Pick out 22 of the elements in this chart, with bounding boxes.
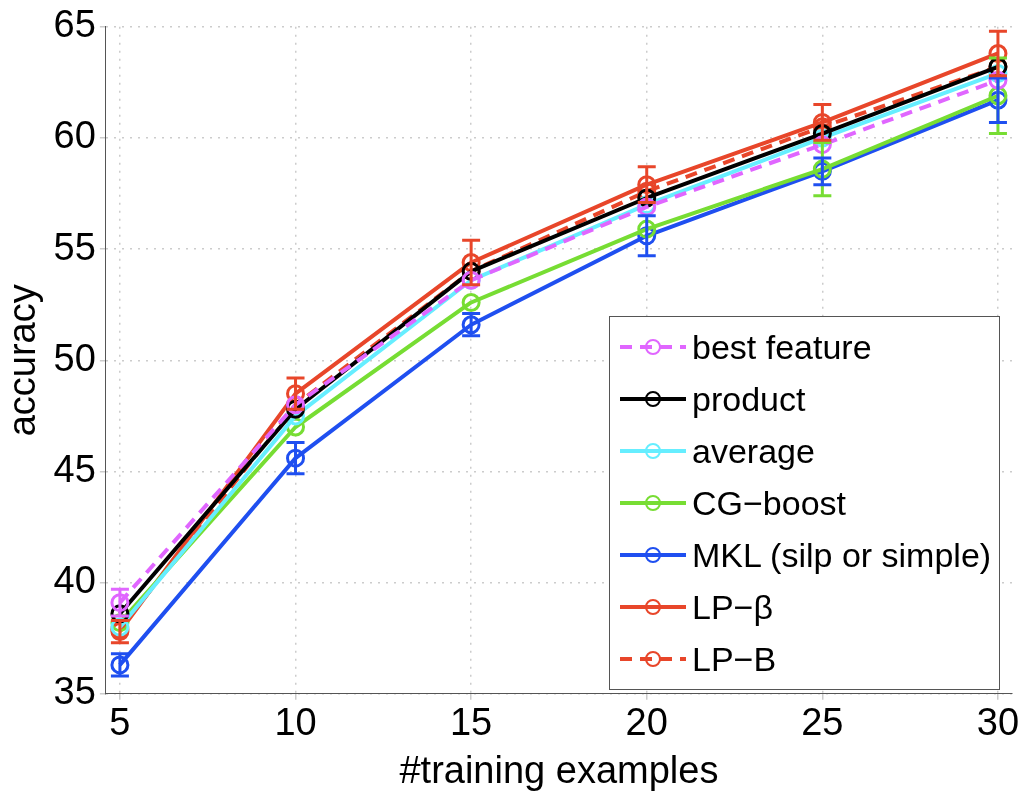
y-axis-title: accuracy [1, 284, 44, 437]
legend-label: LP−β [692, 586, 773, 628]
legend-label: product [692, 378, 806, 420]
y-tick-label: 40 [53, 559, 96, 602]
x-tick-label: 20 [625, 701, 668, 744]
x-tick-label: 5 [109, 701, 131, 744]
legend-label: best feature [692, 326, 872, 368]
x-tick-label: 15 [449, 701, 493, 744]
y-tick-label: 60 [53, 114, 96, 157]
legend-label: LP−B [692, 638, 777, 680]
x-tick-label: 10 [274, 701, 317, 744]
y-tick-label: 45 [53, 447, 96, 490]
legend-label: CG−boost [692, 482, 847, 524]
legend-label: average [692, 430, 815, 472]
y-tick-label: 55 [53, 225, 96, 268]
y-tick-label: 35 [53, 670, 96, 713]
x-tick-label: 30 [976, 701, 1020, 744]
y-tick-label: 65 [53, 3, 96, 46]
y-tick-label: 50 [53, 336, 96, 379]
x-axis-title: #training examples [399, 748, 719, 791]
legend-label: MKL (silp or simple) [692, 534, 992, 576]
x-tick-label: 25 [801, 701, 844, 744]
